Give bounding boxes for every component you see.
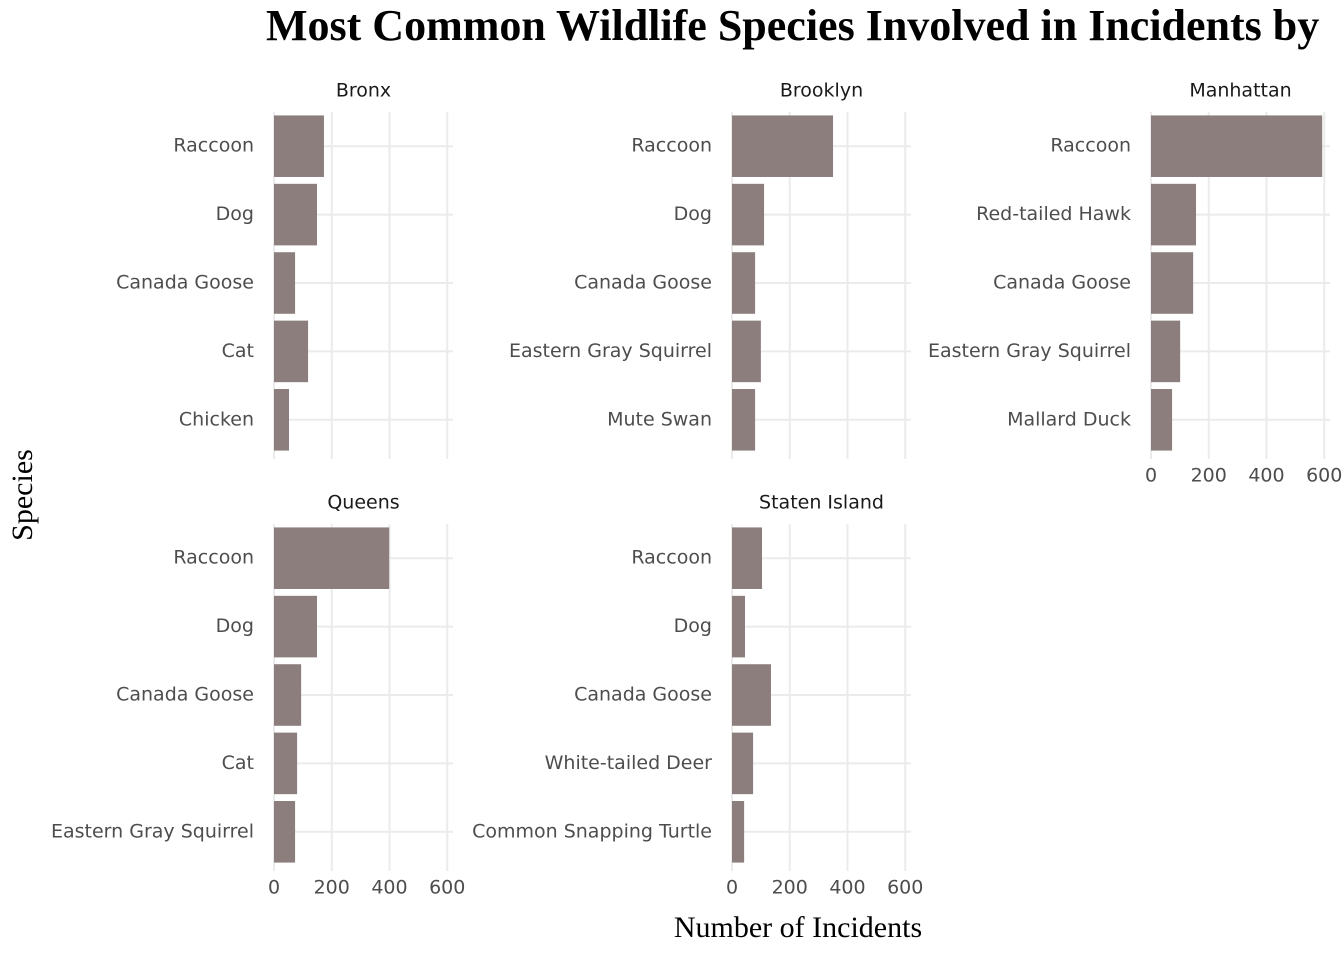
x-tick-label: 200	[314, 877, 350, 899]
bar	[274, 389, 290, 451]
bar	[1151, 320, 1181, 383]
y-tick-label: Eastern Gray Squirrel	[509, 340, 712, 362]
bar	[274, 595, 318, 658]
bar	[732, 664, 771, 726]
y-tick-label: Dog	[216, 615, 254, 637]
x-tick-label: 0	[726, 877, 738, 899]
y-tick-label: Dog	[216, 203, 254, 225]
x-axis-title: Number of Incidents	[674, 911, 922, 944]
y-tick-label: Common Snapping Turtle	[472, 820, 712, 842]
bar	[274, 115, 324, 177]
bar	[274, 801, 296, 863]
y-tick-label: White-tailed Deer	[545, 752, 713, 774]
x-tick-label: 400	[371, 877, 407, 899]
x-tick-label: 0	[268, 877, 280, 899]
y-tick-label: Chicken	[179, 408, 254, 430]
y-tick-label: Mallard Duck	[1007, 408, 1131, 430]
bar	[1151, 183, 1197, 246]
bar	[732, 595, 745, 658]
x-tick-label: 200	[772, 877, 808, 899]
y-tick-label: Raccoon	[1050, 135, 1131, 157]
facet-label: Queens	[327, 492, 399, 514]
y-tick-label: Cat	[222, 752, 254, 774]
facet-label: Staten Island	[759, 492, 884, 514]
y-tick-label: Eastern Gray Squirrel	[928, 340, 1131, 362]
y-tick-label: Red-tailed Hawk	[976, 203, 1131, 225]
y-tick-label: Raccoon	[631, 547, 712, 569]
chart-title: Most Common Wildlife Species Involved in…	[266, 1, 1319, 50]
bar	[274, 664, 302, 726]
x-tick-label: 600	[429, 877, 465, 899]
bar	[274, 732, 298, 795]
y-tick-label: Canada Goose	[574, 272, 712, 294]
y-tick-label: Raccoon	[173, 547, 254, 569]
y-tick-label: Canada Goose	[993, 272, 1131, 294]
bar	[732, 527, 763, 589]
x-tick-label: 600	[887, 877, 923, 899]
bar	[1151, 115, 1323, 177]
bar	[732, 320, 761, 383]
x-tick-label: 0	[1145, 465, 1157, 487]
bar	[732, 183, 765, 246]
bar	[274, 183, 318, 246]
y-tick-label: Raccoon	[173, 135, 254, 157]
x-tick-label: 200	[1191, 465, 1227, 487]
y-tick-label: Dog	[674, 203, 712, 225]
facet-label: Brooklyn	[780, 80, 863, 102]
y-tick-label: Eastern Gray Squirrel	[51, 820, 254, 842]
bar	[1151, 252, 1194, 314]
x-tick-label: 400	[829, 877, 865, 899]
facet-label: Bronx	[336, 80, 391, 102]
bar	[274, 320, 309, 383]
facet-label: Manhattan	[1189, 80, 1291, 102]
bar	[732, 801, 745, 863]
bar	[732, 115, 834, 177]
bar	[732, 389, 756, 451]
x-tick-label: 400	[1248, 465, 1284, 487]
y-axis-title: Species	[6, 449, 39, 541]
y-tick-label: Mute Swan	[607, 408, 712, 430]
y-tick-label: Cat	[222, 340, 254, 362]
x-tick-label: 600	[1306, 465, 1342, 487]
bar	[732, 732, 754, 795]
bar	[274, 527, 390, 589]
y-tick-label: Raccoon	[631, 135, 712, 157]
y-tick-label: Dog	[674, 615, 712, 637]
y-tick-label: Canada Goose	[116, 272, 254, 294]
y-tick-label: Canada Goose	[116, 684, 254, 706]
bar	[274, 252, 296, 314]
bar	[1151, 389, 1173, 451]
bar	[732, 252, 756, 314]
y-tick-label: Canada Goose	[574, 684, 712, 706]
